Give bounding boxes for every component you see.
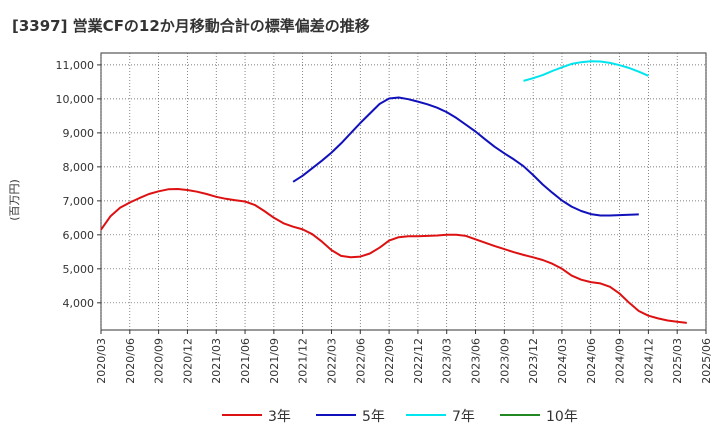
legend-item-10y: 10年 [500, 404, 590, 426]
x-tick-label: 2024/09 [614, 338, 627, 384]
series-line-1 [292, 96, 639, 217]
legend-swatch-10y [500, 414, 540, 416]
grid-lines [100, 53, 707, 330]
legend-label-7y: 7年 [452, 409, 475, 425]
legend-item-7y: 7年 [406, 404, 486, 426]
x-tick-label: 2023/03 [441, 338, 454, 384]
x-tick-label: 2024/12 [642, 338, 655, 384]
legend-label-3y: 3年 [268, 409, 291, 425]
x-tick-label: 2020/03 [95, 338, 108, 384]
x-tick-label: 2024/06 [585, 338, 598, 384]
y-tick-label: 10,000 [56, 93, 95, 106]
legend-label-10y: 10年 [546, 409, 578, 425]
legend-item-5y: 5年 [316, 404, 396, 426]
series-lines [100, 60, 687, 324]
x-tick-label: 2024/03 [556, 338, 569, 384]
x-tick-label: 2022/12 [412, 338, 425, 384]
x-tick-label: 2020/09 [153, 338, 166, 384]
y-tick-label: 7,000 [63, 195, 95, 208]
x-tick-label: 2022/06 [354, 338, 367, 384]
x-tick-label: 2025/03 [671, 338, 684, 384]
chart-title: [3397] 営業CFの12か月移動合計の標準偏差の推移 [12, 17, 370, 35]
x-tick-label: 2023/06 [470, 338, 483, 384]
y-tick-label: 4,000 [63, 297, 95, 310]
y-tick-label: 5,000 [63, 263, 95, 276]
legend-item-3y: 3年 [222, 404, 302, 426]
legend: 3年 5年 7年 10年 [0, 404, 720, 426]
y-tick-label: 11,000 [56, 59, 95, 72]
y-tick-label: 8,000 [63, 161, 95, 174]
series-line-0 [100, 188, 687, 324]
x-tick-label: 2025/06 [700, 338, 713, 384]
y-tick-label: 9,000 [63, 127, 95, 140]
chart-svg: 4,000 5,000 6,000 7,000 8,000 9,000 10,000 11,0… [8, 52, 714, 384]
x-tick-label: 2020/12 [181, 338, 194, 384]
legend-swatch-5y [316, 414, 356, 416]
legend-label-5y: 5年 [362, 409, 385, 425]
x-tick-label: 2022/09 [383, 338, 396, 384]
x-tick-label: 2022/03 [325, 338, 338, 384]
x-tick-label: 2021/06 [239, 338, 252, 384]
y-axis-label: (百万円) [8, 179, 21, 221]
series-line-2 [523, 60, 649, 82]
x-tick-label: 2020/06 [124, 338, 137, 384]
x-tick-label: 2021/09 [268, 338, 281, 384]
x-tick-label: 2021/03 [210, 338, 223, 384]
legend-swatch-7y [406, 414, 446, 416]
y-tick-label: 6,000 [63, 229, 95, 242]
x-tick-label: 2023/09 [498, 338, 511, 384]
x-tick-label: 2021/12 [297, 338, 310, 384]
legend-swatch-3y [222, 414, 262, 416]
axis-ticks: 4,000 5,000 6,000 7,000 8,000 9,000 10,000 11,0… [56, 59, 714, 384]
x-tick-label: 2023/12 [527, 338, 540, 384]
